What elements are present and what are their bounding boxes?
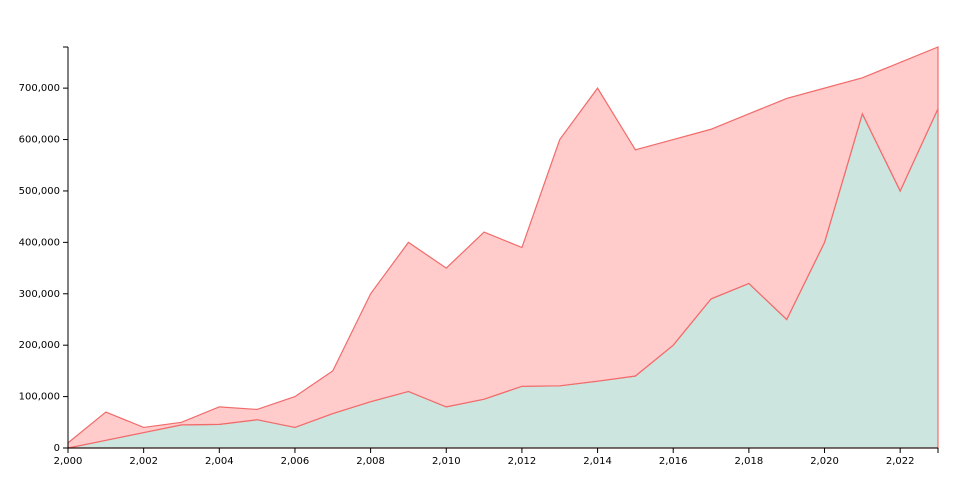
x-tick-label: 2,002 bbox=[129, 456, 158, 467]
area bbox=[67, 46, 939, 449]
x-tick-label: 2,004 bbox=[205, 456, 234, 467]
x-tick-label: 2,010 bbox=[432, 456, 461, 467]
y-tick-label: 400,000 bbox=[19, 237, 60, 248]
x-tick-label: 2,016 bbox=[659, 456, 688, 467]
x-tick-label: 2,012 bbox=[508, 456, 537, 467]
y-tick-label: 700,000 bbox=[19, 83, 60, 94]
x-tick-label: 2,020 bbox=[810, 456, 839, 467]
x-tick-label: 2,006 bbox=[281, 456, 310, 467]
y-tick-label: 200,000 bbox=[19, 340, 60, 351]
y-tick-label: 600,000 bbox=[19, 135, 60, 146]
x-tick-label: 2,000 bbox=[54, 456, 83, 467]
x-tick-label: 2,014 bbox=[583, 456, 612, 467]
x-tick-label: 2,008 bbox=[356, 456, 385, 467]
y-tick-label: 100,000 bbox=[19, 392, 60, 403]
y-tick-label: 0 bbox=[54, 443, 60, 454]
y-tick-label: 300,000 bbox=[19, 289, 60, 300]
y-tick-label: 500,000 bbox=[19, 186, 60, 197]
x-tick-label: 2,018 bbox=[735, 456, 764, 467]
x-tick-label: 2,022 bbox=[886, 456, 915, 467]
